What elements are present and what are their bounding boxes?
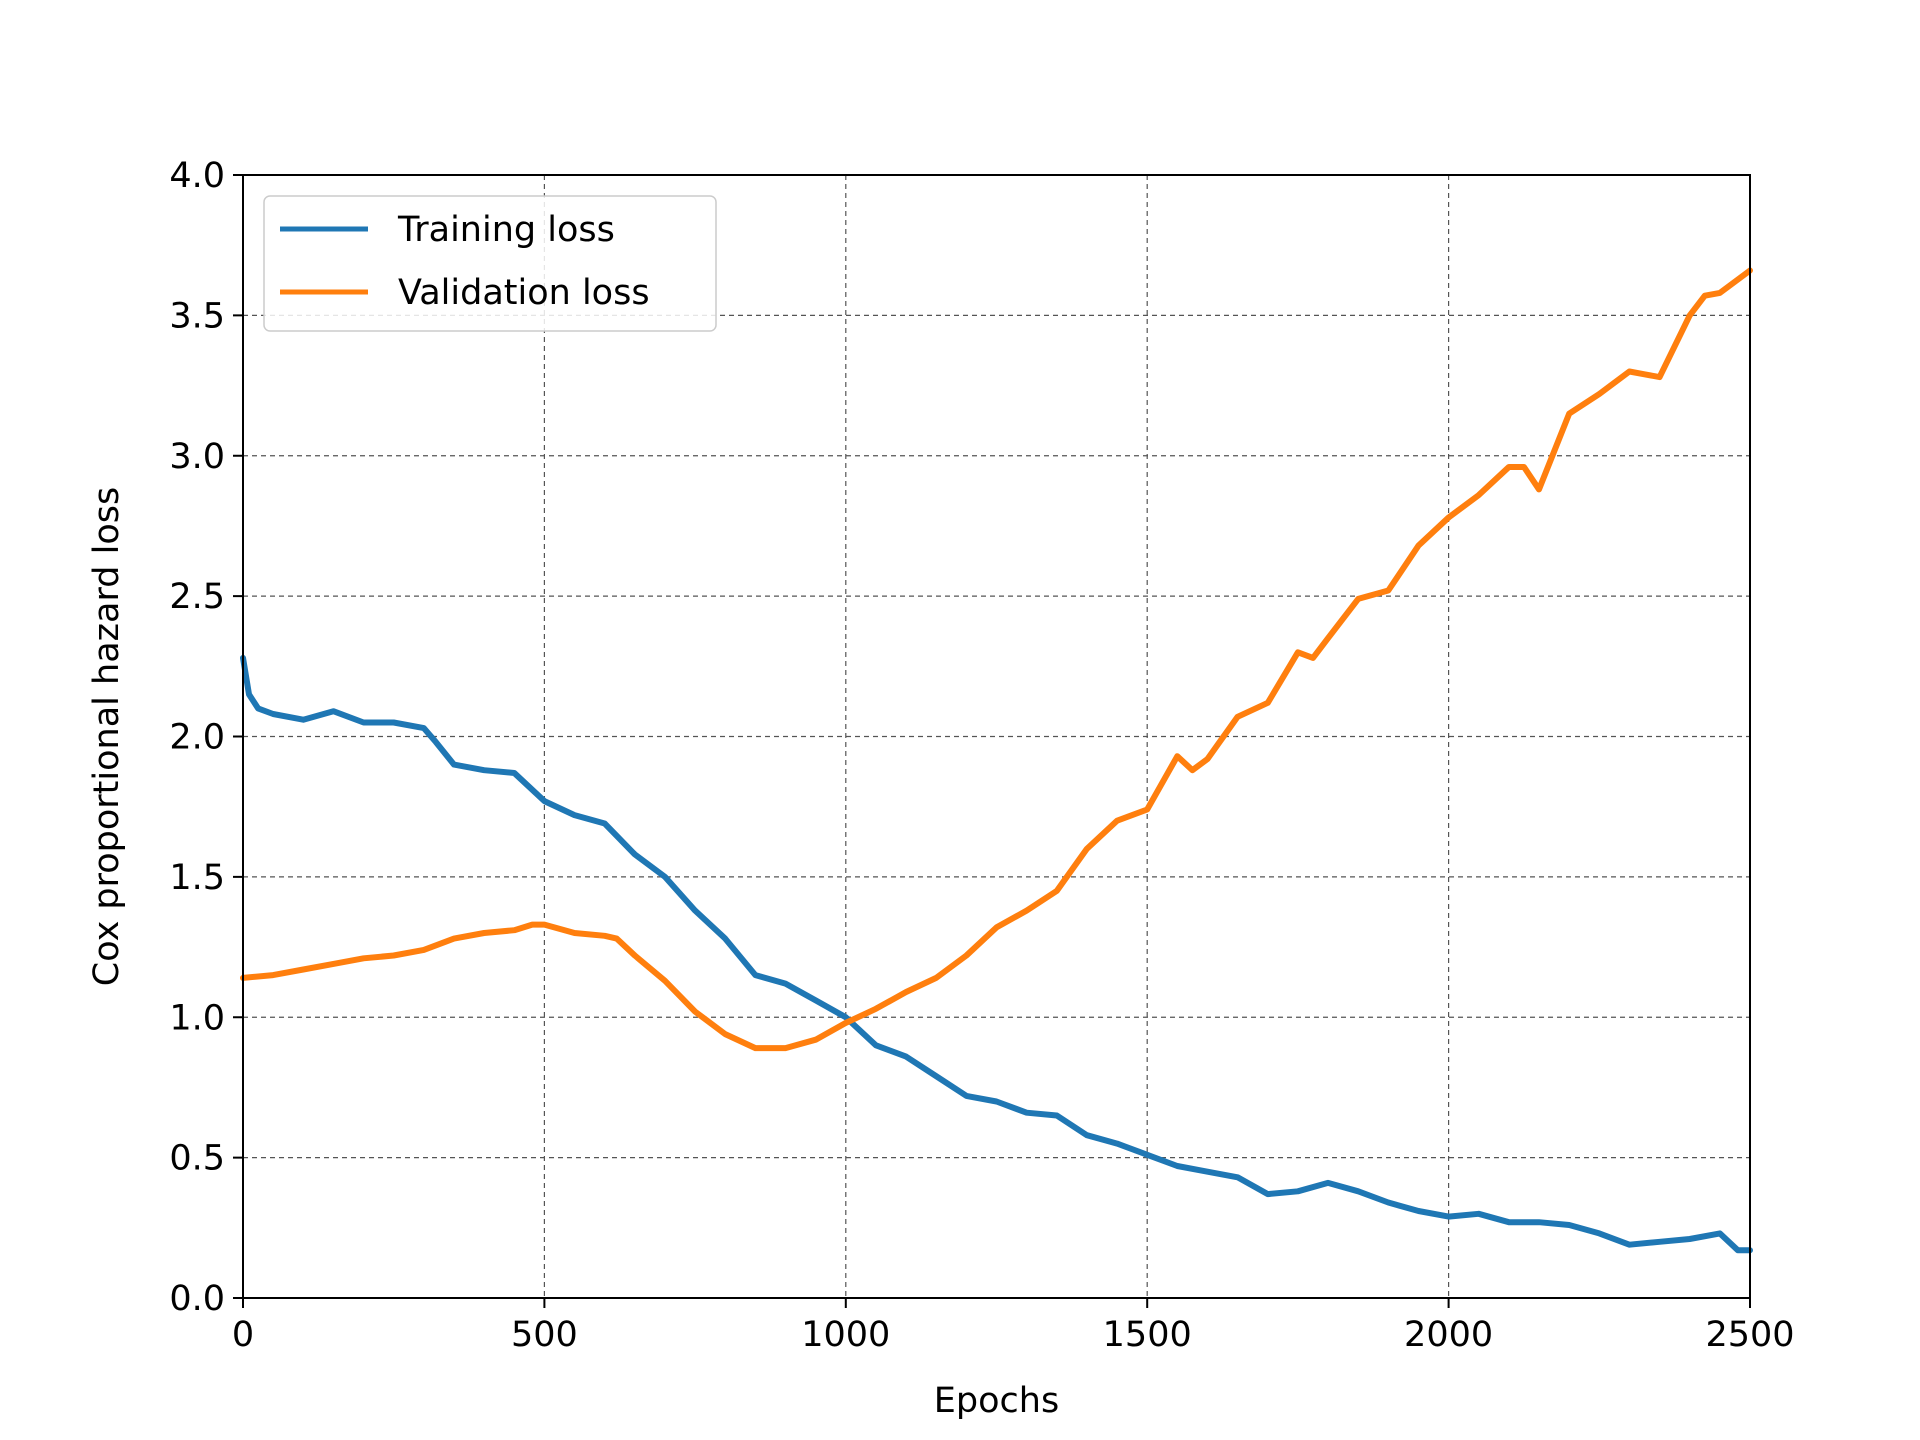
legend-label-training: Training loss xyxy=(397,210,615,250)
x-tick-label: 2000 xyxy=(1404,1315,1493,1355)
x-tick-label: 2500 xyxy=(1705,1315,1794,1355)
ticks: 0 500 1000 1500 2000 2500 0.0 0.5 1.0 1.5 2.0 2.5 3.… xyxy=(169,156,1794,1355)
y-tick-label: 3.5 xyxy=(169,296,225,336)
series-layer xyxy=(240,267,1753,1254)
legend-box xyxy=(263,195,717,332)
grid xyxy=(242,174,1751,1299)
y-tick-label: 4.0 xyxy=(169,156,225,196)
x-tick-label: 1500 xyxy=(1103,1315,1192,1355)
y-tick-label: 2.0 xyxy=(169,718,225,758)
x-tick-label: 0 xyxy=(232,1315,254,1355)
y-tick-label: 3.0 xyxy=(169,437,225,477)
series-line-validation xyxy=(240,267,1753,1052)
legend-label-validation: Validation loss xyxy=(398,273,650,313)
y-axis-label: Cox proportional hazard loss xyxy=(87,487,127,986)
series-line-training xyxy=(240,654,1753,1254)
y-tick-label: 0.5 xyxy=(169,1139,225,1179)
x-tick-label: 500 xyxy=(511,1315,578,1355)
y-tick-label: 1.0 xyxy=(169,998,225,1038)
y-tick-label: 1.5 xyxy=(169,858,225,898)
x-axis-label: Epochs xyxy=(934,1381,1059,1421)
y-tick-label: 0.0 xyxy=(169,1279,225,1319)
y-tick-label: 2.5 xyxy=(169,577,225,617)
legend: Training loss Validation loss xyxy=(263,195,717,332)
x-tick-label: 1000 xyxy=(801,1315,890,1355)
